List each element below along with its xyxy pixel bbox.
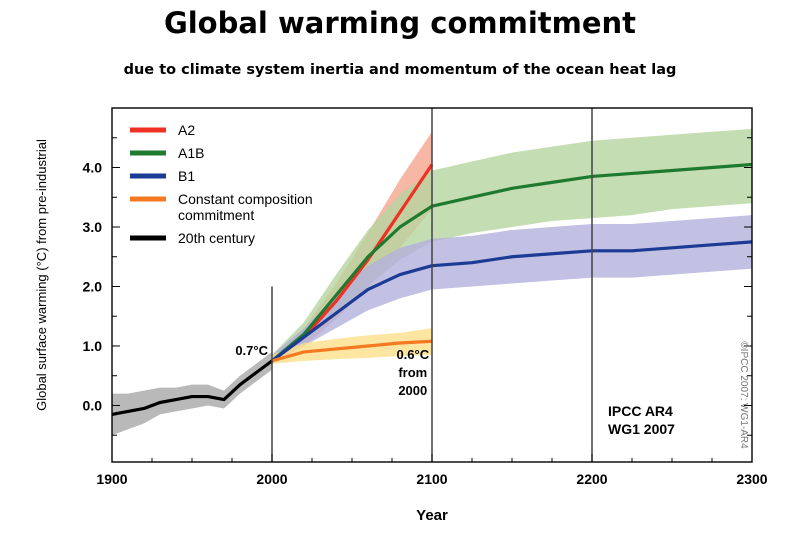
x-axis: 1900 2000 2100 2200 2300 [96, 454, 768, 487]
legend-label-a2: A2 [178, 122, 195, 138]
legend-label-constant-composition-commitment: Constant composition [178, 191, 313, 207]
x-tick-label: 2000 [256, 471, 287, 487]
y-axis: 0.0 1.0 2.0 3.0 4.0 [83, 137, 752, 436]
x-tick-label: 1900 [96, 471, 127, 487]
line-constant-composition-commitment [271, 339, 433, 363]
legend-label-constant-composition-commitment: commitment [178, 207, 254, 223]
x-axis-label: Year [416, 507, 448, 524]
annotation-1: from [398, 365, 427, 380]
y-tick-label: 3.0 [83, 219, 103, 235]
y-tick-label: 2.0 [83, 278, 103, 294]
y-tick-label: 0.0 [83, 397, 103, 413]
reference-lines [271, 108, 593, 462]
x-tick-label: 2100 [416, 471, 447, 487]
legend-label-20th-century: 20th century [178, 230, 255, 246]
series-lines [111, 162, 753, 416]
copyright-watermark: ©IPCC 2007: WG1-AR4 [738, 341, 749, 449]
y-axis-label: Global surface warming (°C) from pre-ind… [34, 139, 49, 411]
band-20th-century [112, 351, 272, 436]
line-a1b [270, 162, 753, 363]
annotation-1: 2000 [398, 383, 427, 398]
legend-label-b1: B1 [178, 168, 195, 184]
annotation-0: 0.7°C [235, 343, 268, 358]
x-tick-label: 2300 [736, 471, 767, 487]
annotation-2: IPCC AR4 [608, 403, 673, 419]
legend-label-a1b: A1B [178, 145, 204, 161]
x-tick-label: 2200 [576, 471, 607, 487]
y-tick-label: 4.0 [83, 159, 103, 175]
annotation-2: WG1 2007 [608, 421, 675, 437]
chart-title: Global warming commitment [163, 6, 637, 40]
annotations: 0.7°C 0.6°C from 2000 IPCC AR4 WG1 2007 [235, 343, 675, 437]
annotation-1: 0.6°C [396, 347, 429, 362]
chart-subtitle: due to climate system inertia and moment… [123, 62, 677, 78]
y-tick-label: 1.0 [83, 338, 103, 354]
band-a1b [272, 128, 752, 364]
line-b1 [271, 240, 753, 363]
line-20th-century [111, 359, 273, 416]
